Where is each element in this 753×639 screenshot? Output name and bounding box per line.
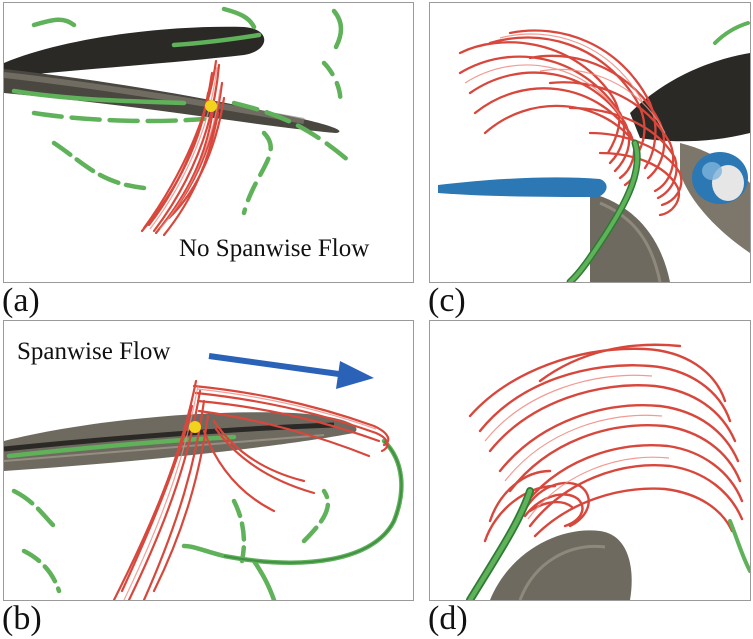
panel-d-label: (d)	[428, 600, 468, 637]
wing-lower-texture	[4, 72, 305, 124]
marker-dot	[189, 421, 201, 433]
dragonfly-body	[438, 177, 607, 197]
spanwise-arrow-head	[336, 361, 374, 389]
tube-5	[301, 488, 331, 544]
wing	[490, 530, 632, 600]
tube-top	[713, 21, 750, 45]
wing-right	[630, 53, 750, 142]
panel-c	[429, 2, 751, 283]
tube-3	[51, 140, 147, 191]
tube-9	[331, 8, 344, 50]
panel-b: Spanwise Flow	[3, 320, 414, 601]
panel-a: No Spanwise Flow	[3, 2, 414, 283]
tube-8	[221, 6, 257, 30]
tube-4	[231, 100, 352, 164]
panel-b-figure	[4, 353, 404, 600]
spanwise-arrow-shaft	[208, 353, 347, 378]
tube-right	[728, 519, 750, 573]
panel-a-caption: No Spanwise Flow	[179, 235, 370, 262]
tube-7	[231, 498, 247, 564]
panel-a-label: (a)	[2, 282, 40, 319]
panel-a-figure	[4, 6, 352, 237]
wing-upper	[4, 26, 265, 77]
panel-b-caption: Spanwise Flow	[17, 338, 171, 365]
tube-7	[31, 17, 77, 28]
panel-c-figure	[438, 21, 750, 282]
marker-dot	[205, 100, 217, 112]
panel-c-label: (c)	[428, 282, 466, 319]
wing-lower	[590, 193, 670, 282]
tube-1	[11, 88, 187, 106]
tube-2	[31, 110, 207, 124]
tube-6	[321, 60, 343, 106]
panel-d	[429, 320, 751, 601]
panel-d-figure	[466, 343, 750, 600]
tube-4	[21, 548, 62, 594]
tube-6	[251, 558, 277, 600]
tube-5	[241, 130, 273, 216]
panel-b-label: (b)	[2, 600, 42, 637]
tube-3	[11, 488, 57, 529]
tube-10	[171, 32, 262, 48]
